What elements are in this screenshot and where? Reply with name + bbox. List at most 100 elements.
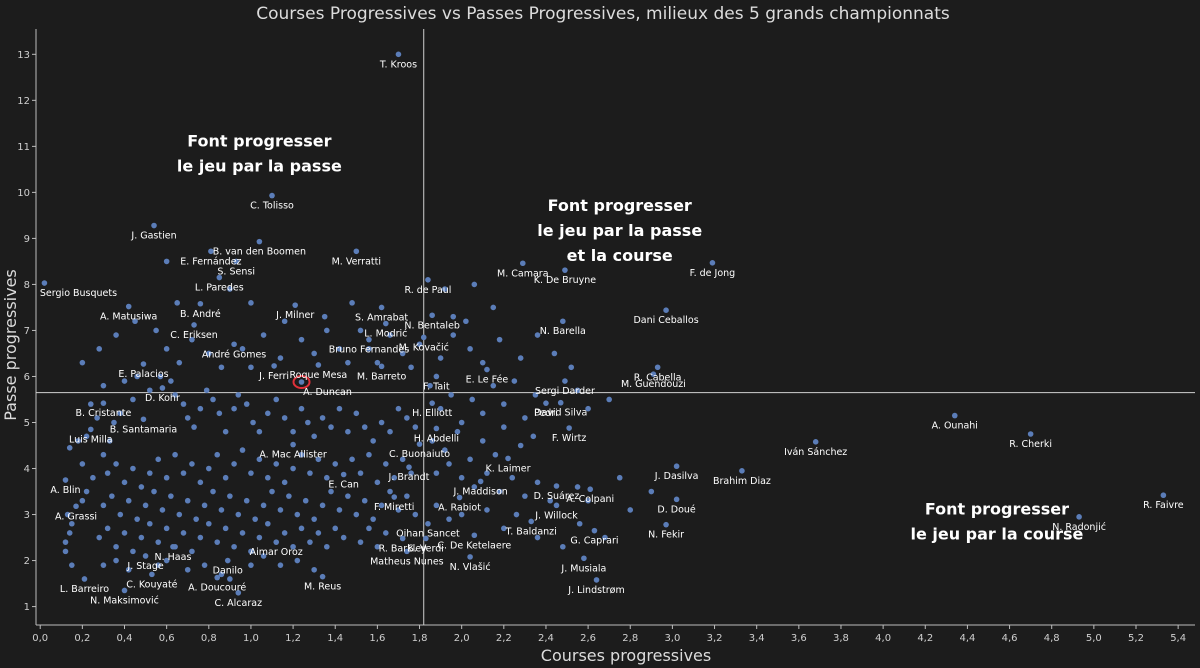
data-point — [391, 474, 398, 481]
data-point — [650, 371, 657, 377]
data-point — [168, 378, 174, 384]
data-point — [218, 364, 225, 371]
quadrant-label-top-right: Font progresser le jeu par la passe et la … — [537, 196, 702, 265]
data-point — [517, 355, 524, 361]
data-point — [227, 576, 233, 582]
point-label: S. Sensi — [217, 266, 255, 277]
data-point — [231, 461, 237, 467]
data-point — [64, 511, 71, 518]
data-point — [180, 470, 187, 476]
x-tick-label: 1,2 — [285, 633, 301, 644]
data-point — [265, 474, 271, 481]
data-point — [450, 313, 457, 320]
data-point — [328, 424, 334, 430]
data-point — [125, 303, 132, 310]
data-point — [231, 341, 237, 348]
data-point — [197, 405, 204, 412]
data-point — [104, 470, 111, 476]
data-point — [951, 412, 958, 419]
data-point — [399, 350, 406, 357]
data-point — [224, 557, 231, 564]
point-label: N. Haas — [155, 552, 192, 563]
data-point — [298, 451, 305, 458]
data-point — [562, 267, 568, 273]
data-point — [387, 488, 393, 495]
data-point — [517, 442, 524, 449]
data-point — [157, 373, 164, 380]
point-label: A. Ounahi — [932, 421, 978, 432]
data-point — [437, 405, 444, 412]
data-point — [404, 493, 410, 499]
data-point — [336, 346, 343, 352]
point-label: D. Kohr — [145, 393, 180, 404]
point-label: Sergio Busquets — [40, 288, 117, 299]
data-point — [477, 478, 484, 485]
x-tick-label: 4,4 — [959, 633, 975, 644]
data-point — [79, 359, 86, 366]
data-point — [62, 539, 69, 545]
data-point — [66, 530, 73, 536]
data-point — [433, 425, 440, 432]
data-point — [125, 497, 132, 504]
data-point — [340, 471, 347, 478]
data-point — [239, 530, 246, 536]
x-tick-label: 4,0 — [875, 633, 891, 644]
data-point — [437, 355, 444, 361]
data-point — [463, 318, 469, 325]
data-point — [319, 573, 326, 580]
data-point — [113, 557, 119, 564]
data-point — [585, 497, 591, 504]
data-point — [256, 456, 263, 463]
point-label: C. Eriksen — [170, 330, 218, 341]
point-label: R. Barkley — [379, 543, 428, 554]
data-point — [307, 539, 313, 545]
data-point — [324, 543, 330, 550]
x-tick-label: 2,0 — [454, 633, 470, 644]
data-point — [214, 539, 221, 545]
data-point — [41, 280, 48, 286]
data-point — [353, 410, 360, 417]
x-tick-label: 2,2 — [496, 633, 512, 644]
data-point — [467, 554, 473, 560]
data-point — [286, 493, 292, 499]
data-point — [205, 520, 212, 527]
data-point — [172, 451, 178, 458]
data-point — [353, 511, 360, 518]
point-label: L. Modrić — [364, 329, 407, 340]
data-point — [265, 520, 271, 527]
y-tick-label: 3 — [24, 510, 30, 521]
y-tick-label: 9 — [24, 234, 30, 245]
data-point — [433, 502, 440, 509]
data-point — [361, 424, 368, 430]
data-point — [239, 346, 246, 352]
data-point — [189, 548, 195, 555]
data-point — [324, 327, 330, 334]
data-point — [315, 530, 322, 536]
point-label: F. Miretti — [374, 502, 414, 513]
data-point — [404, 548, 410, 555]
point-label: H. Elliott — [412, 408, 452, 419]
point-label: M. Camara — [497, 268, 549, 279]
point-label: C. Tolisso — [250, 201, 294, 212]
point-label: Sergi Darder — [535, 386, 595, 397]
data-point — [69, 562, 75, 568]
point-label: E. Palacios — [118, 369, 168, 380]
data-point — [222, 428, 229, 435]
data-point — [319, 415, 326, 421]
point-label: J. Stage — [126, 561, 163, 572]
data-point — [218, 571, 225, 578]
x-tick-label: 2,4 — [538, 633, 554, 644]
point-label: J. Brandt — [388, 472, 430, 483]
data-point — [425, 520, 431, 527]
data-point — [66, 445, 73, 451]
point-label: B. van den Boomen — [213, 247, 306, 258]
data-point — [1027, 431, 1034, 437]
data-point — [191, 322, 197, 328]
data-point — [416, 441, 423, 447]
data-point — [184, 497, 191, 504]
data-point — [170, 543, 176, 550]
x-tick-label: 0,8 — [201, 633, 217, 644]
data-point — [100, 451, 107, 458]
data-point — [208, 248, 214, 255]
